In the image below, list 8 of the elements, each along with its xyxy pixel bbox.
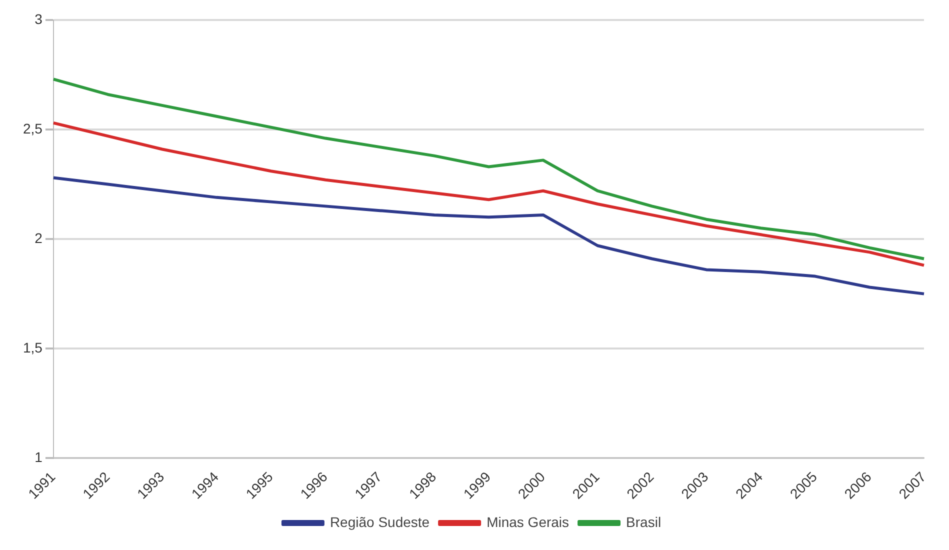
y-tick-label: 2,5	[22, 120, 43, 136]
legend-label: Brasil	[626, 514, 662, 530]
y-tick-label: 1	[34, 448, 43, 465]
legend-label: Minas Gerais	[486, 514, 570, 530]
y-tick-label: 2	[34, 230, 43, 246]
y-tick-label: 3	[34, 10, 43, 27]
y-tick-label: 1,5	[22, 339, 43, 356]
legend-label: Região Sudeste	[330, 514, 430, 530]
